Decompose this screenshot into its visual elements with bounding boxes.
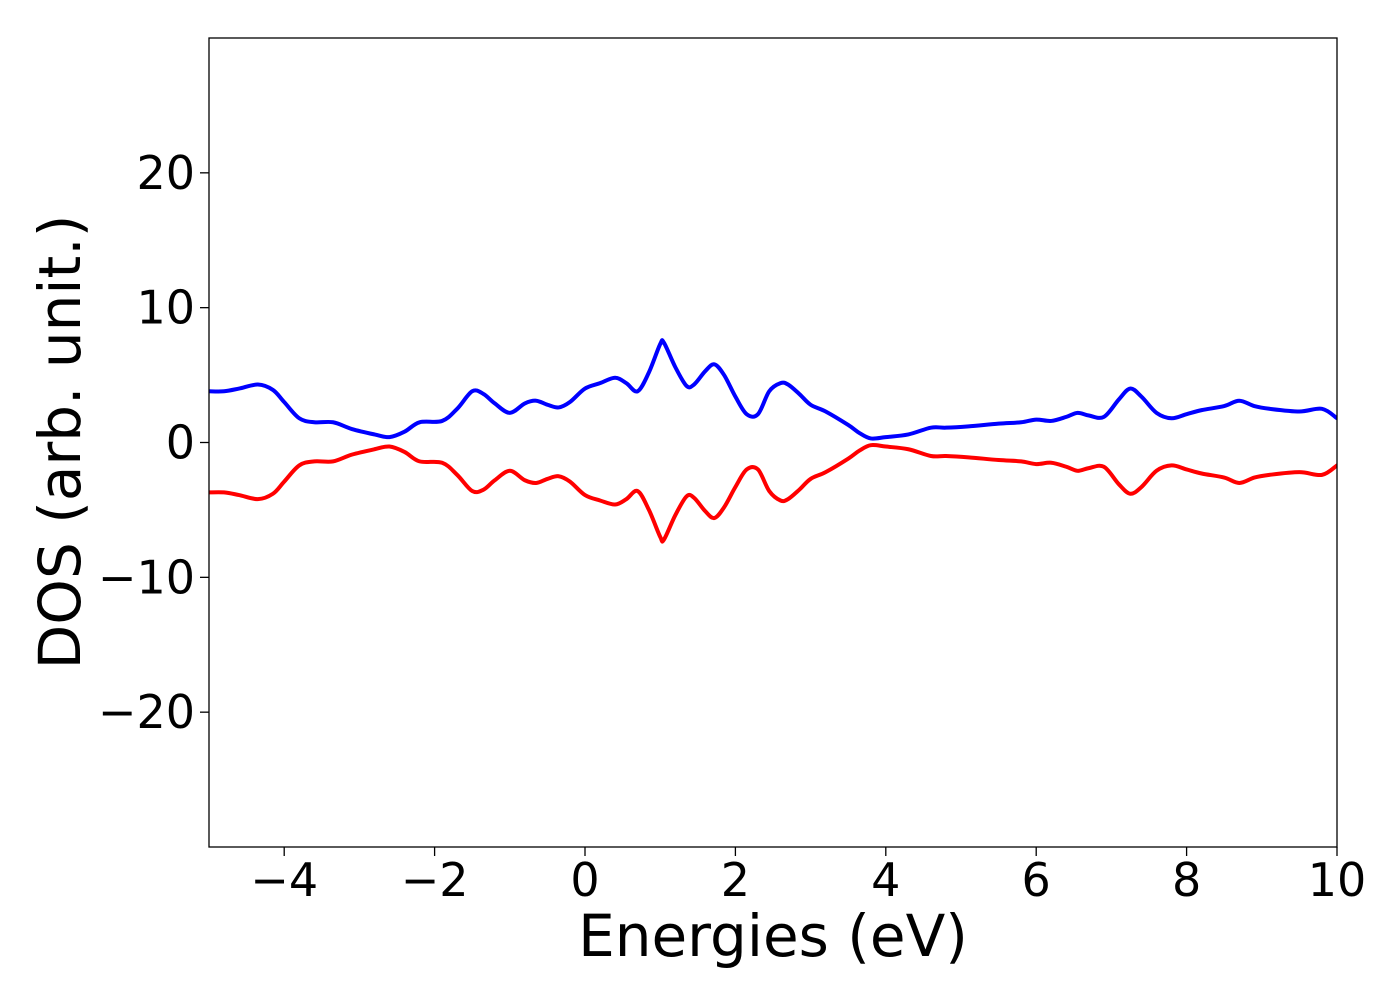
blue-dos-line (209, 338, 1337, 441)
y-tick-label: 20 (136, 146, 195, 200)
y-axis-label: DOS (arb. unit.) (26, 215, 94, 670)
x-tick-label: 10 (1308, 853, 1367, 907)
y-tick-label: −20 (98, 685, 195, 739)
y-tick-label: 10 (136, 281, 195, 335)
x-axis-label: Energies (eV) (578, 902, 968, 970)
series-layer (209, 338, 1337, 544)
y-tick-label: −10 (98, 550, 195, 604)
x-tick-label: −2 (401, 853, 469, 907)
x-tick-label: −4 (250, 853, 318, 907)
x-tick-label: 2 (721, 853, 750, 907)
x-tick-label: 4 (871, 853, 900, 907)
x-tick-label: 8 (1172, 853, 1201, 907)
x-tick-label: 6 (1022, 853, 1051, 907)
x-tick-label: 0 (570, 853, 599, 907)
red-dos-line (209, 443, 1337, 544)
plot-frame (208, 37, 1338, 848)
y-tick-label: 0 (166, 416, 195, 470)
